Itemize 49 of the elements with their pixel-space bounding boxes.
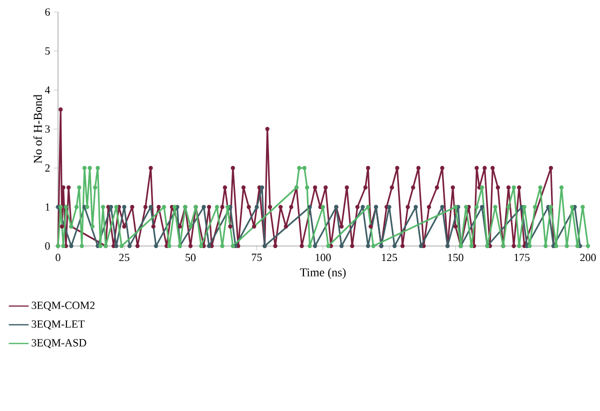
point	[154, 244, 158, 248]
point	[480, 204, 484, 210]
x-tick-label: 75	[252, 254, 262, 262]
y-tick-label: 3	[45, 125, 50, 133]
point	[572, 204, 577, 210]
y-axis-title: No of H-Bond	[33, 94, 42, 164]
x-tick-label: 50	[186, 254, 196, 262]
point	[69, 244, 74, 248]
legend-label: 3EQM-COM2	[32, 302, 95, 311]
point	[108, 204, 114, 210]
y-tick-label: 0	[45, 242, 50, 250]
x-tick-label: 175	[514, 254, 530, 262]
point	[260, 185, 264, 190]
point	[127, 244, 132, 248]
point	[520, 204, 524, 210]
x-tick-label: 100	[316, 254, 331, 262]
point	[206, 244, 212, 248]
point	[392, 244, 397, 248]
point	[175, 204, 180, 210]
point	[228, 204, 232, 210]
x-tick-label: 150	[448, 254, 464, 262]
point	[414, 204, 418, 210]
point	[418, 244, 424, 248]
point	[366, 244, 370, 248]
y-tick-label: 6	[45, 8, 50, 16]
point	[387, 204, 392, 210]
point	[96, 244, 100, 248]
x-axis-title: Time (ns)	[300, 268, 346, 279]
point	[202, 204, 206, 210]
point	[440, 204, 444, 210]
x-tick-label: 0	[56, 254, 60, 262]
point	[312, 244, 318, 248]
x-tick-label: 125	[382, 254, 398, 262]
point	[308, 204, 312, 210]
y-tick-label: 2	[45, 164, 50, 172]
point	[546, 204, 550, 210]
y-tick-label: 5	[45, 47, 50, 55]
point	[114, 244, 118, 248]
point	[360, 204, 365, 210]
point	[148, 204, 153, 210]
point	[339, 244, 344, 248]
y-tick-label: 1	[46, 203, 50, 211]
x-tick-label: 200	[580, 254, 596, 262]
legend-label: 3EQM-ASD	[32, 339, 86, 348]
point	[122, 204, 126, 210]
y-tick-label: 4	[44, 86, 50, 94]
x-tick-label: 25	[119, 254, 130, 262]
legend-label: 3EQM-LET	[32, 320, 85, 330]
point	[254, 204, 259, 210]
